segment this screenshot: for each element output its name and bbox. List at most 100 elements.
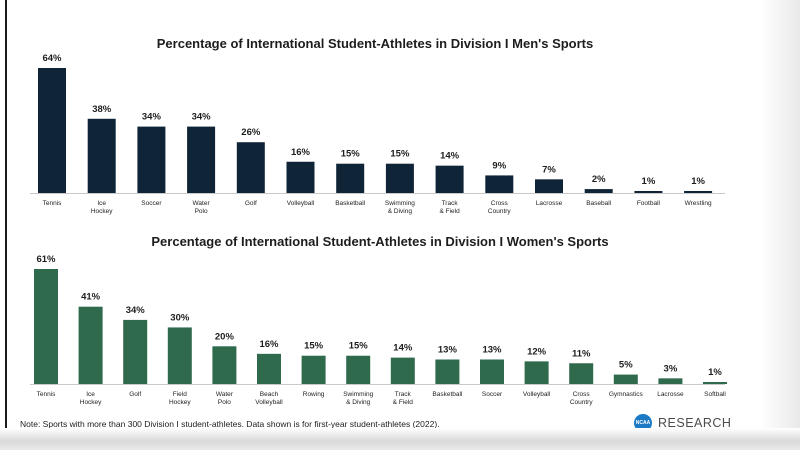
men-category-label: Swimming & Diving: [385, 200, 415, 215]
men-category-label: Tennis: [43, 200, 63, 207]
women-category-label: Gymnastics: [609, 391, 644, 398]
women-value-label: 20%: [215, 331, 235, 342]
women-value-label: 15%: [304, 341, 324, 352]
men-bar: [485, 175, 514, 193]
women-category-label: Basketball: [432, 391, 463, 398]
women-bar: [658, 378, 683, 384]
ncaa-logo-icon: NCAA: [634, 414, 652, 432]
women-category-label: Volleyball: [523, 391, 551, 398]
women-bar: [212, 346, 237, 384]
women-bar: [34, 269, 58, 384]
men-value-label: 1%: [642, 176, 656, 187]
women-category-label: Swimming & Diving: [343, 391, 373, 406]
women-category-label: Tennis: [37, 391, 57, 398]
ncaa-research-logo: NCAA RESEARCH: [634, 414, 731, 432]
men-bar: [137, 126, 166, 193]
men-bar: [187, 126, 216, 193]
women-value-label: 13%: [438, 344, 458, 355]
men-value-label: 9%: [492, 160, 506, 171]
women-value-label: 11%: [572, 348, 591, 359]
women-bars-group: 61% Tennis 41% Ice Hockey 34% Golf 30% Field Hock…: [34, 254, 727, 406]
men-value-label: 14%: [440, 151, 460, 162]
right-shadow: [760, 0, 800, 450]
women-category-label: Lacrosse: [657, 391, 684, 398]
women-value-label: 1%: [708, 367, 722, 378]
women-value-label: 14%: [393, 343, 413, 354]
women-value-label: 61%: [36, 254, 56, 265]
left-frame-edge: [5, 0, 7, 450]
men-value-label: 16%: [291, 147, 311, 158]
women-value-label: 13%: [482, 344, 502, 355]
women-bar: [390, 357, 415, 384]
women-value-label: 12%: [527, 346, 547, 357]
women-bar: [78, 306, 103, 384]
women-bar: [703, 382, 727, 384]
women-bar: [435, 359, 460, 384]
women-chart-title: Percentage of International Student-Athl…: [151, 234, 608, 249]
men-bar: [38, 68, 66, 193]
men-category-label: Water Polo: [193, 200, 211, 215]
women-category-label: Track & Field: [393, 391, 414, 406]
men-bars-group: 64% Tennis 38% Ice Hockey 34% Soccer 34% Water Po…: [38, 53, 713, 215]
women-category-label: Cross Country: [570, 391, 594, 406]
men-value-label: 15%: [390, 149, 410, 160]
women-bar: [480, 359, 504, 384]
women-bar: [569, 363, 594, 384]
men-category-label: Football: [637, 200, 661, 207]
women-category-label: Soccer: [482, 391, 503, 398]
women-category-label: Softball: [704, 391, 726, 398]
women-value-label: 34%: [126, 305, 146, 316]
men-value-label: 26%: [241, 127, 261, 138]
men-bar: [435, 165, 464, 193]
women-value-label: 15%: [349, 341, 369, 352]
women-category-label: Golf: [129, 391, 141, 398]
bottom-shadow: [0, 428, 800, 450]
women-category-label: Water Polo: [216, 391, 234, 406]
men-value-label: 34%: [192, 112, 212, 123]
women-value-label: 3%: [664, 363, 678, 374]
men-category-label: Basketball: [335, 200, 366, 207]
men-bar: [584, 189, 613, 193]
women-value-label: 16%: [259, 339, 279, 350]
men-bar: [684, 191, 713, 193]
women-category-label: Rowing: [303, 391, 325, 398]
men-value-label: 34%: [142, 112, 162, 123]
men-value-label: 38%: [92, 104, 112, 115]
men-bar: [87, 118, 116, 193]
women-bar: [613, 374, 638, 384]
women-bar: [301, 355, 326, 384]
men-category-label: Track & Field: [439, 200, 460, 215]
women-bar: [257, 353, 281, 384]
men-value-label: 7%: [542, 164, 556, 175]
women-bar: [524, 361, 549, 384]
women-value-label: 30%: [170, 312, 190, 323]
men-category-label: Soccer: [141, 200, 162, 207]
women-bar: [346, 355, 371, 384]
men-value-label: 1%: [691, 176, 705, 187]
women-category-label: Ice Hockey: [80, 391, 102, 406]
men-category-label: Golf: [245, 200, 257, 207]
women-value-label: 41%: [81, 292, 101, 303]
men-value-label: 64%: [42, 53, 62, 64]
men-category-label: Baseball: [586, 200, 611, 207]
men-category-label: Ice Hockey: [91, 200, 113, 215]
men-bar: [336, 163, 365, 193]
women-category-label: Beach Volleyball: [255, 391, 283, 406]
men-category-label: Lacrosse: [536, 200, 563, 207]
logo-text: RESEARCH: [658, 416, 732, 430]
men-chart-title: Percentage of International Student-Athl…: [157, 36, 593, 51]
men-bar: [634, 191, 663, 193]
men-category-label: Cross Country: [488, 200, 512, 215]
men-bar: [286, 161, 315, 193]
men-bar: [385, 163, 414, 193]
women-bar: [123, 319, 148, 384]
men-bar: [236, 142, 265, 193]
men-bar: [535, 179, 563, 193]
women-value-label: 5%: [619, 360, 633, 371]
men-category-label: Wrestling: [685, 200, 712, 207]
women-category-label: Field Hockey: [169, 391, 191, 406]
men-value-label: 15%: [341, 149, 361, 160]
men-category-label: Volleyball: [287, 200, 315, 207]
men-value-label: 2%: [592, 174, 606, 185]
